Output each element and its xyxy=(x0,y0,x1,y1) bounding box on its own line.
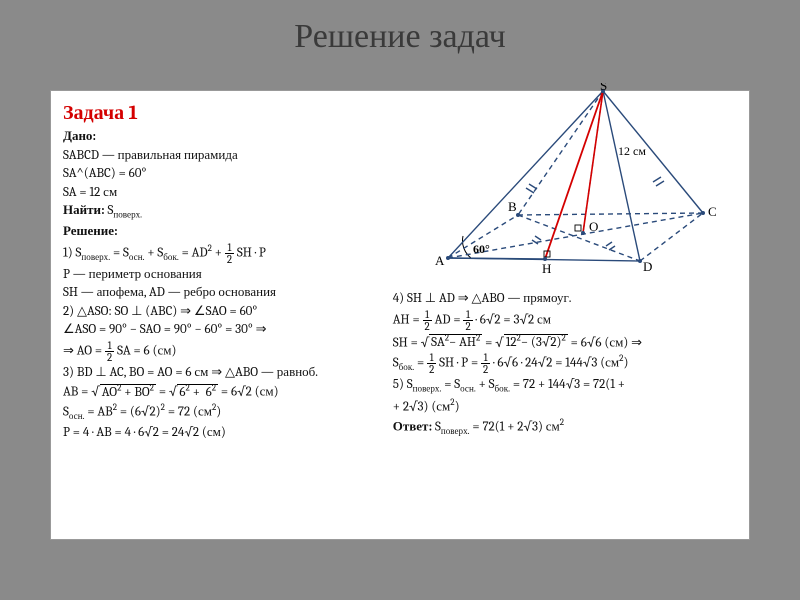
sol-line: 4) SH ⊥ AD ⇒ △ABO — прямоуг. xyxy=(393,290,737,308)
sol-line: + 2√3) (см2) xyxy=(393,397,737,416)
solution-label: Решение: xyxy=(63,223,381,241)
given-line: SABCD — правильная пирамида xyxy=(63,147,381,165)
svg-text:H: H xyxy=(542,261,551,276)
sol-line: P = 4 · AB = 4 · 6√2 = 24√2 (см) xyxy=(63,424,381,442)
given-line: SA^(ABC) = 60° xyxy=(63,165,381,183)
right-column: SABCDOH60°12 см 4) SH ⊥ AD ⇒ △ABO — прям… xyxy=(393,99,737,531)
sol-line: SH — апофема, AD — ребро основания xyxy=(63,284,381,302)
find-line: Найти: Sповерх. xyxy=(63,202,381,222)
slide: Решение задач Задача 1 Дано: SABCD — пра… xyxy=(0,0,800,600)
sol-line: AH = 12 AD = 12 · 6√2 = 3√2 см xyxy=(393,309,737,332)
find-value: Sповерх. xyxy=(108,203,143,218)
page-title: Решение задач xyxy=(0,0,800,56)
answer-line: Ответ: Sповерх. = 72(1 + 2√3) см2 xyxy=(393,417,737,438)
sol-line: 3) BD ⊥ AC, BO = AO = 6 см ⇒ △ABO — равн… xyxy=(63,364,381,382)
pyramid-svg: S A B C D O H 60° 12 см xyxy=(393,83,723,288)
sol-line: ⇒ AO = 12 SA = 6 (см) xyxy=(63,340,381,363)
svg-text:O: O xyxy=(589,219,598,234)
svg-text:B: B xyxy=(508,199,517,214)
sol-line: Sосн. = AB2 = (6√2)2 = 72 (см2) xyxy=(63,402,381,423)
problem-panel: Задача 1 Дано: SABCD — правильная пирами… xyxy=(50,90,750,540)
right-math: 4) SH ⊥ AD ⇒ △ABO — прямоуг. AH = 12 AD … xyxy=(393,290,737,438)
pyramid-diagram: S A B C D O H 60° 12 см xyxy=(393,83,723,288)
columns: Задача 1 Дано: SABCD — правильная пирами… xyxy=(63,99,737,531)
sol-line: 2) △ASO: SO ⊥ (ABC) ⇒ ∠SAO = 60° xyxy=(63,303,381,321)
svg-text:12 см: 12 см xyxy=(618,144,646,158)
svg-text:60°: 60° xyxy=(473,242,490,256)
sol-line: ∠ASO = 90° − SAO = 90° − 60° = 30° ⇒ xyxy=(63,321,381,339)
svg-text:C: C xyxy=(708,204,717,219)
left-column: Задача 1 Дано: SABCD — правильная пирами… xyxy=(63,99,381,531)
given-line: SA = 12 см xyxy=(63,184,381,202)
svg-text:D: D xyxy=(643,259,652,274)
sol-line: AB = √AO2 + BO2 = √62 + 62 = 6√2 (см) xyxy=(63,382,381,401)
sol-line: SH = √SA2− AH2 = √122− (3√2)2 = 6√6 (см)… xyxy=(393,333,737,352)
find-label: Найти: xyxy=(63,203,105,218)
svg-text:S: S xyxy=(600,83,607,93)
given-label: Дано: xyxy=(63,128,381,146)
sol-line: 5) Sповерх. = Sосн. + Sбок. = 72 + 144√3… xyxy=(393,376,737,396)
problem-number: Задача 1 xyxy=(63,99,381,126)
answer-label: Ответ: xyxy=(393,419,432,434)
sol-line: P — периметр основания xyxy=(63,266,381,284)
svg-text:A: A xyxy=(435,253,445,268)
sol-line: 1) Sповерх. = Sосн. + Sбок. = AD2 + 12 S… xyxy=(63,242,381,265)
sol-line: Sбок. = 12 SH · P = 12 · 6√6 · 24√2 = 14… xyxy=(393,352,737,375)
